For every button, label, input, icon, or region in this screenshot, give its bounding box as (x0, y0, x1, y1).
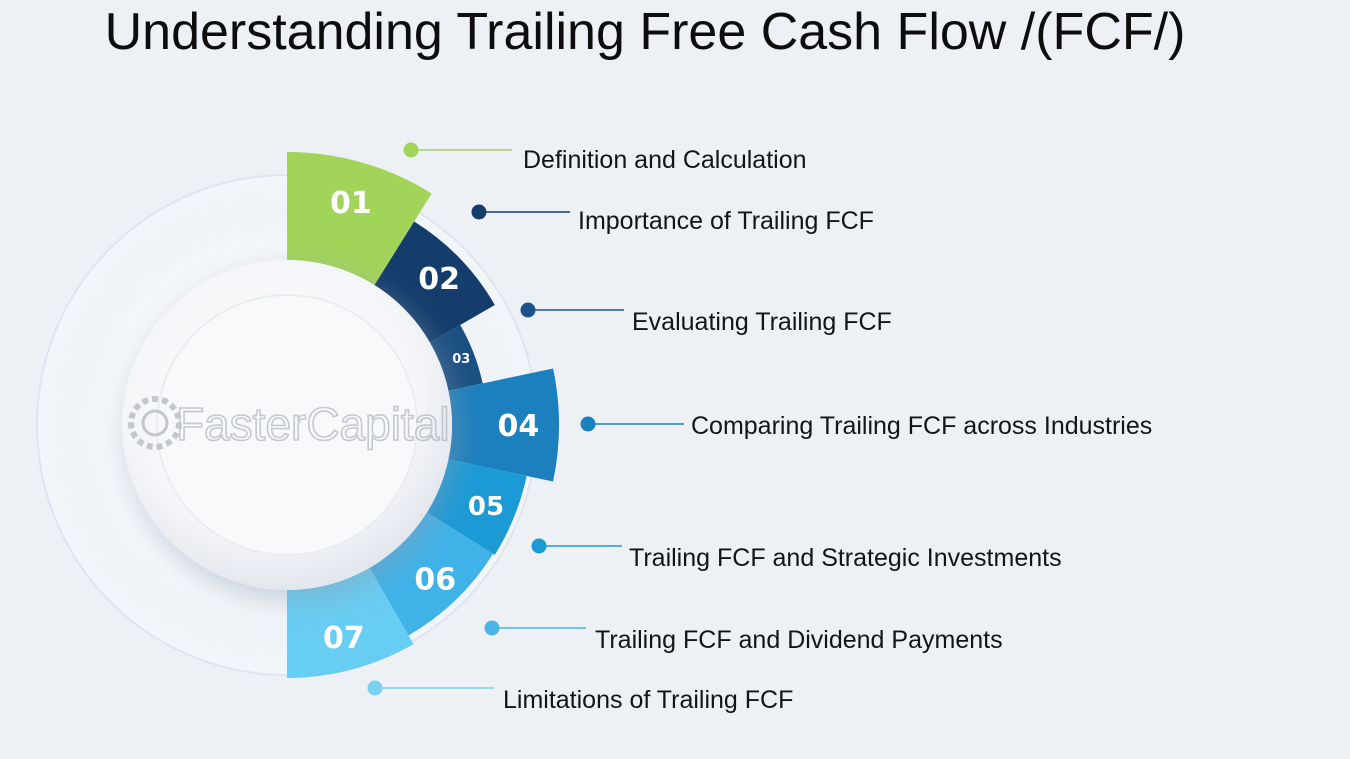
step-label-01: Definition and Calculation (523, 146, 807, 174)
step-label-05: Trailing FCF and Strategic Investments (629, 544, 1062, 572)
ring-segment-04 (448, 368, 559, 482)
center-knob-face (156, 294, 418, 556)
gear-icon (128, 396, 182, 450)
step-number-03: 03 (452, 352, 470, 367)
step-number-01: 01 (330, 186, 372, 221)
connectors (367, 142, 684, 696)
connector-dot-06 (484, 620, 500, 636)
step-number-05: 05 (468, 492, 504, 522)
step-number-06: 06 (414, 562, 456, 597)
step-label-07: Limitations of Trailing FCF (503, 686, 794, 714)
connector-dot-04 (580, 416, 596, 432)
step-label-02: Importance of Trailing FCF (578, 207, 874, 235)
ring-segment-03 (429, 325, 483, 391)
ring-segments: 01 02 03 04 05 06 07 (287, 152, 559, 678)
connector-dot-05 (531, 538, 547, 554)
ring-segment-07 (287, 567, 414, 678)
step-number-02: 02 (418, 262, 460, 297)
watermark-text: FasterCapital (176, 398, 450, 450)
ring-segment-02 (374, 221, 495, 343)
connector-dot-02 (471, 204, 487, 220)
step-label-04: Comparing Trailing FCF across Industries (691, 412, 1153, 440)
ring-segment-06 (369, 512, 494, 636)
ring-segment-05 (426, 459, 527, 555)
page-title: Understanding Trailing Free Cash Flow /(… (104, 3, 1186, 61)
connector-dot-03 (520, 302, 536, 318)
connector-dot-07 (367, 680, 383, 696)
ring-segment-01 (287, 152, 432, 286)
step-number-04: 04 (497, 409, 539, 444)
step-number-07: 07 (323, 621, 365, 656)
connector-dot-01 (403, 142, 419, 158)
fastercapital-logo: FasterCapital (128, 396, 450, 451)
step-label-03: Evaluating Trailing FCF (632, 308, 892, 336)
step-label-06: Trailing FCF and Dividend Payments (595, 626, 1003, 654)
